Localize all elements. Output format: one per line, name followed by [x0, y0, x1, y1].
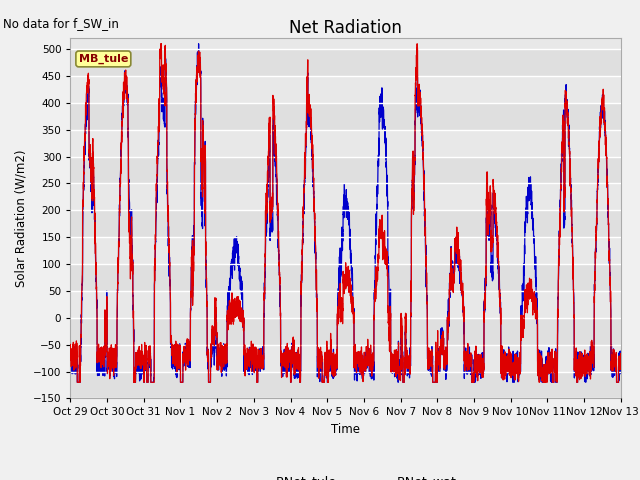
- Bar: [70, 210, 621, 237]
- Legend: RNet_tule, RNet_wat: RNet_tule, RNet_wat: [230, 470, 461, 480]
- RNet_wat: [325, 350, 333, 356]
- RNet_tule: [67, 342, 74, 348]
- X-axis label: Time: Time: [331, 423, 360, 436]
- Bar: [70, 372, 621, 398]
- RNet_tule: [325, 362, 333, 368]
- RNet_wat: [500, 353, 508, 359]
- Line: RNet_wat: RNet_wat: [70, 44, 621, 382]
- Bar: [70, 156, 621, 183]
- RNet_tule: [439, 337, 447, 343]
- Bar: [70, 264, 621, 291]
- Line: RNet_tule: RNet_tule: [70, 44, 621, 382]
- RNet_wat: [195, 41, 202, 47]
- RNet_tule: [469, 372, 477, 377]
- RNet_wat: [74, 379, 81, 385]
- Text: MB_tule: MB_tule: [79, 54, 128, 64]
- RNet_wat: [617, 353, 625, 359]
- Bar: [70, 318, 621, 345]
- RNet_tule: [166, 264, 173, 269]
- RNet_wat: [616, 348, 624, 354]
- RNet_tule: [500, 365, 508, 371]
- Title: Net Radiation: Net Radiation: [289, 19, 402, 37]
- Text: No data for f_SW_in: No data for f_SW_in: [3, 17, 119, 30]
- RNet_tule: [616, 354, 624, 360]
- Y-axis label: Solar Radiation (W/m2): Solar Radiation (W/m2): [14, 150, 28, 287]
- RNet_tule: [74, 379, 81, 385]
- RNet_wat: [166, 265, 173, 271]
- Bar: [70, 49, 621, 76]
- RNet_tule: [617, 366, 625, 372]
- RNet_tule: [157, 41, 164, 47]
- RNet_wat: [67, 369, 74, 375]
- RNet_wat: [469, 379, 477, 385]
- Bar: [70, 103, 621, 130]
- RNet_wat: [439, 327, 447, 333]
